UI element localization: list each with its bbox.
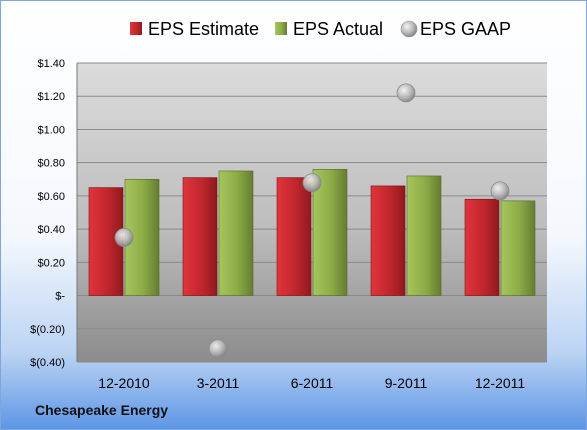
eps-gaap-marker	[208, 339, 228, 359]
y-tick-label: $1.40	[37, 58, 65, 70]
eps-estimate-bar	[370, 185, 406, 296]
eps-estimate-bar	[276, 177, 312, 296]
x-tick-label: 12-2010	[98, 375, 150, 391]
y-tick-label: $0.80	[37, 158, 65, 170]
legend-eps-actual: EPS Actual	[275, 19, 383, 39]
x-tick-label: 12-2011	[475, 375, 526, 391]
eps-gaap-marker	[114, 228, 134, 247]
eps-gaap-marker	[302, 173, 322, 193]
eps-gaap-marker	[396, 83, 416, 103]
y-tick-label: $-	[55, 291, 65, 303]
y-tick-label: $(0.40)	[30, 357, 65, 369]
legend-label: EPS Estimate	[148, 19, 259, 39]
legend-label: EPS Actual	[293, 19, 383, 39]
legend-swatch	[275, 22, 287, 35]
y-tick-label: $0.60	[37, 191, 65, 203]
legend-label: EPS GAAP	[420, 19, 511, 39]
y-axis: $1.40 $1.20 $1.00 $0.80 $0.60 $0.40 $0.20 $- $(0…	[30, 58, 78, 369]
eps-gaap-marker	[490, 181, 510, 201]
y-tick-label: $0.40	[37, 224, 65, 236]
eps-actual-bar	[312, 169, 348, 296]
gaap-markers	[114, 83, 510, 359]
x-tick-label: 6-2011	[291, 375, 334, 391]
x-tick-label: 3-2011	[197, 375, 240, 391]
company-name: Chesapeake Energy	[35, 402, 169, 418]
eps-actual-bar	[218, 170, 254, 296]
legend-eps-estimate: EPS Estimate	[130, 19, 259, 39]
x-tick-label: 9-2011	[385, 375, 428, 391]
legend-swatch	[130, 22, 142, 35]
legend-eps-gaap: EPS GAAP	[400, 19, 511, 39]
x-axis: 12-2010 3-2011 6-2011 9-2011 12-2011	[98, 375, 525, 391]
legend: EPS Estimate EPS Actual EPS GAAP	[130, 19, 511, 39]
eps-estimate-bar	[464, 198, 500, 296]
y-tick-label: $0.20	[37, 257, 65, 269]
eps-actual-bar	[406, 175, 442, 296]
y-tick-label: $1.20	[37, 91, 65, 103]
legend-swatch	[400, 20, 418, 38]
eps-actual-bar	[500, 200, 536, 296]
y-tick-label: $(0.20)	[30, 324, 65, 336]
y-tick-label: $1.00	[37, 124, 65, 136]
eps-estimate-bar	[182, 177, 218, 296]
